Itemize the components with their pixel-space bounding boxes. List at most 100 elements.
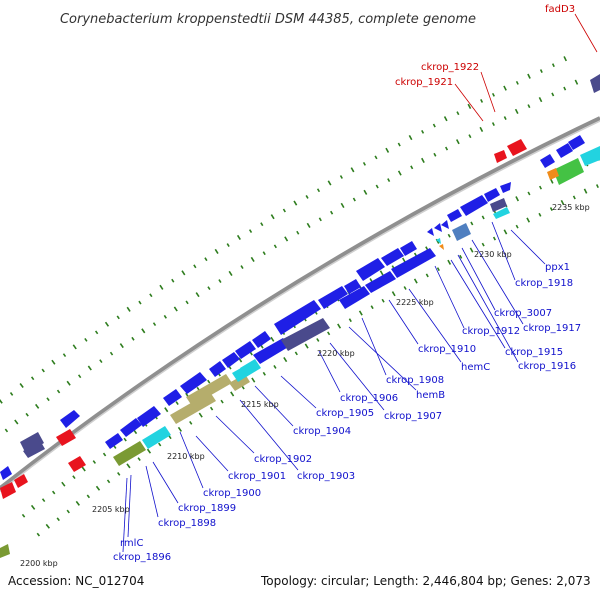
leader-line-ckrop-1903 [239, 399, 299, 471]
gene-label-ckrop-1922[interactable]: ckrop_1922 [421, 62, 479, 73]
gc-tick [138, 300, 142, 305]
gene-label-ckrop-1912[interactable]: ckrop_1912 [462, 326, 520, 337]
gc-tick [563, 56, 567, 62]
gene-label-ckrop-1900[interactable]: ckrop_1900 [203, 488, 261, 499]
gc-tick [538, 212, 542, 217]
gene-label-fadd3[interactable]: fadD3 [545, 4, 575, 15]
gc-tick [413, 252, 418, 257]
gc-tick [481, 242, 485, 247]
leader-line-rmlc [127, 474, 132, 538]
gc-tick [350, 167, 355, 173]
gc-tick [375, 184, 379, 189]
gc-tick [305, 195, 309, 199]
gc-tick [81, 466, 86, 472]
gene-label-ckrop-1908[interactable]: ckrop_1908 [386, 375, 444, 386]
gene-label-rmlc[interactable]: rmlC [120, 538, 143, 549]
gene-label-ckrop-1906[interactable]: ckrop_1906 [340, 393, 398, 404]
gc-tick [337, 323, 342, 329]
gc-tick [491, 122, 495, 126]
gene-label-ckrop-1921[interactable]: ckrop_1921 [395, 77, 453, 88]
gc-tick [51, 490, 56, 495]
gc-tick [538, 96, 543, 103]
cds-arrow [339, 286, 370, 309]
gene-label-ckrop-1903[interactable]: ckrop_1903 [297, 471, 355, 482]
gene-label-ckrop-1916[interactable]: ckrop_1916 [518, 361, 576, 372]
gc-tick [270, 336, 275, 342]
scale-label: 2215 kbp [241, 400, 279, 409]
gene-label-ckrop-1918[interactable]: ckrop_1918 [515, 278, 573, 289]
leader-line-ckrop-1912 [434, 265, 465, 329]
gene-label-ckrop-1901[interactable]: ckrop_1901 [228, 471, 286, 482]
gc-tick [515, 196, 520, 202]
leader-line-ckrop-1896 [122, 477, 128, 553]
cds-arrow [163, 389, 182, 406]
gc-tick [370, 305, 374, 310]
gene-label-ppx1[interactable]: ppx1 [545, 262, 570, 273]
cog-block-orange [547, 168, 559, 180]
gene-label-ckrop-1904[interactable]: ckrop_1904 [293, 426, 351, 437]
gene-labels: ckrop_1896 rmlC ckrop_1898 ckrop_1899 ck… [113, 4, 581, 563]
gc-tick [51, 359, 56, 365]
gene-label-ckrop-1917[interactable]: ckrop_1917 [523, 323, 581, 334]
gc-tick [262, 371, 266, 376]
cds-arrow [400, 241, 417, 256]
rna-arrow [0, 482, 16, 499]
scale-label: 2235 kbp [552, 203, 590, 212]
leader-line-ckrop-1907 [329, 342, 385, 411]
gene-label-ckrop-3007[interactable]: ckrop_3007 [494, 308, 552, 319]
gc-tick [447, 259, 452, 265]
gc-tick [66, 509, 70, 514]
cds-arrow [318, 286, 348, 309]
gene-label-ckrop-1898[interactable]: ckrop_1898 [158, 518, 216, 529]
cds-arrow [447, 209, 462, 222]
gene-label-hemc[interactable]: hemC [461, 362, 490, 373]
accession-text: Accession: NC_012704 [8, 574, 145, 588]
gc-tick [425, 246, 429, 251]
gc-tick [362, 161, 366, 166]
gc-tick [316, 188, 321, 193]
gc-tick [397, 142, 401, 147]
gc-tick [410, 165, 414, 170]
gc-tick [61, 481, 66, 487]
gc-tick [470, 221, 474, 226]
gc-tick [436, 267, 440, 272]
gene-label-ckrop-1915[interactable]: ckrop_1915 [505, 347, 563, 358]
gc-tick [262, 251, 266, 256]
cds-arrow [105, 433, 123, 449]
cds-arrow [500, 182, 511, 193]
gene-label-ckrop-1899[interactable]: ckrop_1899 [178, 503, 236, 514]
gene-label-ckrop-1902[interactable]: ckrop_1902 [254, 454, 312, 465]
gene-label-ckrop-1910[interactable]: ckrop_1910 [418, 344, 476, 355]
gc-tick [491, 92, 495, 97]
gc-tick [260, 222, 264, 227]
gc-tick [218, 279, 222, 283]
gc-tick [168, 435, 172, 440]
gene-label-hemb[interactable]: hemB [416, 390, 445, 401]
gc-tick [527, 104, 531, 109]
gc-tick [86, 494, 91, 499]
cog-block-olive [113, 441, 146, 466]
gc-tick [171, 278, 175, 283]
gc-tick [164, 407, 169, 413]
gc-tick [21, 513, 26, 518]
gc-tick [123, 437, 127, 442]
gc-tick [425, 273, 429, 278]
gc-tick [92, 460, 97, 464]
gc-tick [318, 217, 322, 222]
gc-tick [387, 178, 391, 183]
cog-block-cyan [436, 238, 441, 244]
gene-label-ckrop-1896[interactable]: ckrop_1896 [113, 552, 171, 563]
gc-tick [75, 500, 80, 506]
gc-tick [152, 322, 157, 327]
gc-tick [363, 189, 368, 195]
gene-label-ckrop-1907[interactable]: ckrop_1907 [384, 411, 442, 422]
genome-backbone [0, 116, 600, 491]
gc-tick [230, 391, 235, 397]
leader-line-ckrop-1900 [179, 431, 204, 489]
gc-tick [572, 195, 576, 200]
gene-label-ckrop-1905[interactable]: ckrop_1905 [316, 408, 374, 419]
gc-tick [116, 315, 120, 320]
gc-tick [503, 229, 508, 235]
leader-line-ckrop-3007 [461, 247, 496, 311]
